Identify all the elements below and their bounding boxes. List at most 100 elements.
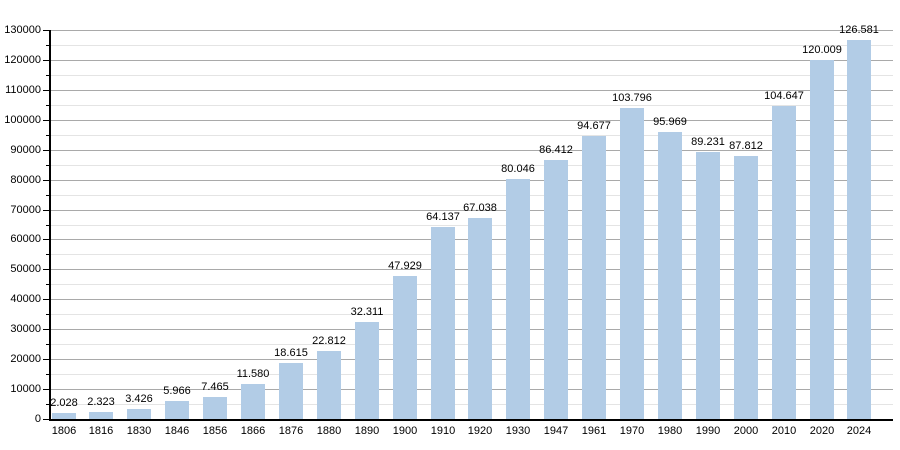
bar-value-label: 94.677 xyxy=(577,120,611,132)
bar-1980 xyxy=(658,132,682,419)
bar-1920 xyxy=(468,218,492,419)
x-axis-label-2024: 2024 xyxy=(846,425,872,437)
bar-2024 xyxy=(847,40,871,419)
x-axis-label-1806: 1806 xyxy=(51,425,77,437)
y-axis-tick-label: 30000 xyxy=(10,323,41,335)
bar-value-label: 7.465 xyxy=(201,381,229,393)
bar-value-label: 3.426 xyxy=(125,393,153,405)
y-axis-tick-label: 10000 xyxy=(10,383,41,395)
bar-value-label: 67.038 xyxy=(463,202,497,214)
y-minor-tick xyxy=(46,314,50,315)
x-axis-line xyxy=(49,419,893,421)
major-gridline xyxy=(50,180,893,181)
x-axis-label-2000: 2000 xyxy=(733,425,759,437)
y-axis-tick-label: 130000 xyxy=(4,24,41,36)
bar-2000 xyxy=(734,156,758,419)
bar-value-label: 86.412 xyxy=(539,144,573,156)
x-axis-label-1890: 1890 xyxy=(354,425,380,437)
bar-value-label: 104.647 xyxy=(764,90,804,102)
x-axis-label-1920: 1920 xyxy=(467,425,493,437)
bar-value-label: 120.009 xyxy=(802,44,842,56)
y-axis-tick-label: 70000 xyxy=(10,204,41,216)
y-axis-tick-label: 0 xyxy=(34,413,41,425)
y-minor-tick xyxy=(46,135,50,136)
x-axis-label-1830: 1830 xyxy=(126,425,152,437)
x-axis-label-1866: 1866 xyxy=(240,425,266,437)
bar-1900 xyxy=(393,276,417,419)
y-minor-tick xyxy=(46,254,50,255)
bar-2020 xyxy=(810,60,834,419)
y-axis-tick-label: 20000 xyxy=(10,353,41,365)
y-minor-tick xyxy=(46,45,50,46)
major-gridline xyxy=(50,30,893,31)
bar-value-label: 5.966 xyxy=(163,385,191,397)
y-axis-tick-label: 50000 xyxy=(10,263,41,275)
y-minor-tick xyxy=(46,105,50,106)
major-gridline xyxy=(50,120,893,121)
x-axis-label-1910: 1910 xyxy=(430,425,456,437)
y-axis-tick-label: 110000 xyxy=(5,84,41,96)
bar-1876 xyxy=(279,363,303,419)
minor-gridline xyxy=(50,45,893,46)
y-major-tick xyxy=(43,210,50,211)
y-axis-tick-label: 60000 xyxy=(10,233,41,245)
x-axis-label-1947: 1947 xyxy=(543,425,569,437)
x-axis-label-1856: 1856 xyxy=(202,425,228,437)
bar-value-label: 87.812 xyxy=(729,140,763,152)
bar-value-label: 2.323 xyxy=(87,396,115,408)
x-axis-label-1816: 1816 xyxy=(88,425,114,437)
bar-value-label: 2.028 xyxy=(50,397,78,409)
y-minor-tick xyxy=(46,225,50,226)
y-major-tick xyxy=(43,120,50,121)
y-minor-tick xyxy=(46,165,50,166)
y-major-tick xyxy=(43,180,50,181)
bar-value-label: 11.580 xyxy=(236,368,270,380)
y-major-tick xyxy=(43,30,50,31)
bar-1830 xyxy=(127,409,151,419)
bar-value-label: 95.969 xyxy=(653,116,687,128)
y-minor-tick xyxy=(46,195,50,196)
y-axis-tick-label: 90000 xyxy=(10,144,41,156)
y-major-tick xyxy=(43,60,50,61)
y-minor-tick xyxy=(46,284,50,285)
bar-1866 xyxy=(241,384,265,419)
bar-1856 xyxy=(203,397,227,419)
y-major-tick xyxy=(43,150,50,151)
bar-value-label: 64.137 xyxy=(426,211,460,223)
y-major-tick xyxy=(43,359,50,360)
y-axis-tick-label: 80000 xyxy=(10,174,41,186)
y-minor-tick xyxy=(46,404,50,405)
x-axis-label-1876: 1876 xyxy=(278,425,304,437)
x-axis-label-1846: 1846 xyxy=(164,425,190,437)
y-axis-tick-label: 120000 xyxy=(4,54,41,66)
bar-value-label: 47.929 xyxy=(388,260,422,272)
y-major-tick xyxy=(43,90,50,91)
x-axis-label-1970: 1970 xyxy=(619,425,645,437)
bar-value-label: 80.046 xyxy=(501,163,535,175)
bar-1880 xyxy=(317,351,341,419)
minor-gridline xyxy=(50,105,893,106)
x-axis-label-1980: 1980 xyxy=(657,425,683,437)
x-axis-label-2020: 2020 xyxy=(809,425,835,437)
bar-1910 xyxy=(431,227,455,419)
y-major-tick xyxy=(43,329,50,330)
bar-value-label: 32.311 xyxy=(350,306,384,318)
bar-1806 xyxy=(52,413,76,419)
y-major-tick xyxy=(43,389,50,390)
minor-gridline xyxy=(50,195,893,196)
x-axis-label-1961: 1961 xyxy=(581,425,607,437)
bar-1846 xyxy=(165,401,189,419)
minor-gridline xyxy=(50,75,893,76)
y-minor-tick xyxy=(46,344,50,345)
bar-1890 xyxy=(355,322,379,419)
x-axis-label-1900: 1900 xyxy=(392,425,418,437)
y-minor-tick xyxy=(46,75,50,76)
bar-1970 xyxy=(620,108,644,419)
bar-value-label: 126.581 xyxy=(839,24,879,36)
bar-2010 xyxy=(772,106,796,419)
bar-1961 xyxy=(582,136,606,419)
y-major-tick xyxy=(43,239,50,240)
x-axis-label-1990: 1990 xyxy=(695,425,721,437)
y-minor-tick xyxy=(46,374,50,375)
